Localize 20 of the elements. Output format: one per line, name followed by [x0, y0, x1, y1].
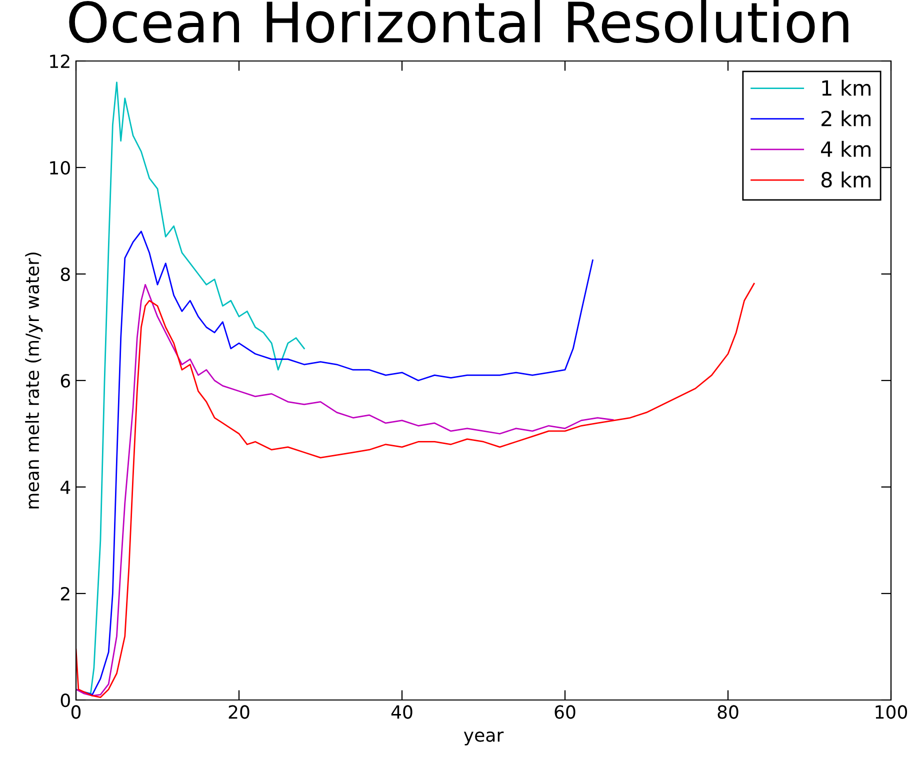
x-tick-label: 40	[391, 705, 412, 719]
x-tick-label: 0	[71, 705, 81, 719]
y-axis-title: mean melt rate (m/yr water)	[25, 252, 43, 508]
x-tick-label: 20	[228, 705, 250, 719]
legend-label: 2 km	[822, 110, 870, 126]
legend-label: 1 km	[822, 80, 870, 96]
y-tick-label: 6	[60, 374, 70, 388]
y-tick-label: 0	[60, 693, 70, 708]
x-tick-label: 60	[554, 705, 576, 719]
x-tick-label: 100	[876, 705, 908, 719]
legend-label: 8 km	[821, 171, 870, 188]
x-axis-title: year	[464, 732, 504, 746]
y-tick-label: 2	[60, 586, 70, 600]
y-tick-label: 10	[50, 160, 70, 175]
y-tick-label: 12	[50, 54, 70, 68]
x-tick-label: 80	[718, 705, 738, 719]
legend-label: 4 km	[821, 140, 870, 157]
y-tick-label: 4	[60, 480, 70, 494]
chart-title: Ocean Horizontal Resolution	[69, 0, 848, 44]
y-tick-label: 8	[60, 267, 70, 282]
